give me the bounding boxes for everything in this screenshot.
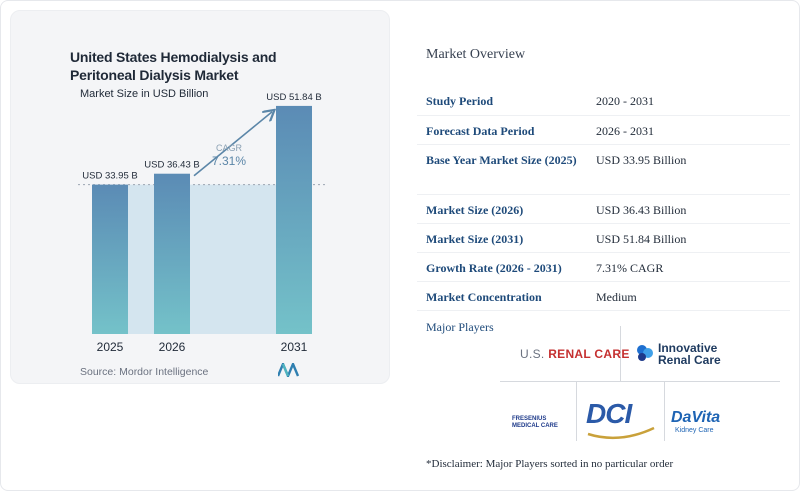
row-key: Forecast Data Period: [417, 115, 594, 145]
bar-2031: [276, 105, 312, 335]
dci-wordmark: DCI: [586, 398, 632, 429]
us-renal-prefix: U.S.: [520, 347, 545, 361]
table-row: Market Concentration Medium: [417, 281, 790, 311]
reference-band: [128, 184, 276, 334]
x-tick-label: 2025: [97, 340, 124, 354]
row-key: Study Period: [417, 86, 594, 116]
row-key: Growth Rate (2026 - 2031): [417, 252, 594, 282]
row-key: Base Year Market Size (2025): [417, 144, 594, 195]
bar-2026: [154, 173, 190, 334]
fresenius-line2: MEDICAL CARE: [512, 423, 558, 429]
chart-title: United States Hemodialysis and Peritonea…: [70, 49, 277, 83]
row-value: 7.31% CAGR: [594, 252, 790, 282]
table-row: Growth Rate (2026 - 2031) 7.31% CAGR: [417, 252, 790, 282]
us-renal-care-logo: U.S. RENAL CARE: [520, 347, 630, 361]
row-key: Market Size (2031): [417, 223, 594, 253]
bar-chart: USD 33.95 B 2025 USD 36.43 B 2026 USD 51.84 …: [78, 92, 326, 354]
dci-logo: DCI: [586, 398, 655, 440]
table-row: Market Size (2026) USD 36.43 Billion: [417, 194, 790, 224]
source-text: Source: Mordor Intelligence: [80, 366, 209, 378]
divider: [620, 326, 621, 382]
table-row: Market Size (2031) USD 51.84 Billion: [417, 223, 790, 253]
table-row: Base Year Market Size (2025) USD 33.95 B…: [417, 144, 790, 195]
davita-subline: Kidney Care: [675, 427, 714, 434]
overview-title: Market Overview: [426, 47, 526, 62]
table-row: Study Period 2020 - 2031: [417, 86, 790, 116]
disclaimer: *Disclaimer: Major Players sorted in no …: [426, 458, 674, 470]
irc-line2: Renal Care: [658, 353, 721, 367]
bar-value-label: USD 33.95 B: [82, 171, 137, 182]
bar-value-label: USD 36.43 B: [144, 160, 199, 171]
row-key: Market Concentration: [417, 281, 594, 311]
row-value: 2020 - 2031: [594, 86, 790, 116]
row-value: USD 36.43 Billion: [594, 194, 790, 224]
irc-line1: Innovative: [658, 341, 718, 355]
x-tick-label: 2031: [281, 340, 308, 354]
irc-emblem-icon: [637, 345, 653, 361]
fresenius-line1: FRESENIUS: [512, 416, 547, 422]
bar-2025: [92, 184, 128, 334]
row-value: USD 33.95 Billion: [594, 144, 790, 195]
row-key: Market Size (2026): [417, 194, 594, 224]
mordor-logo-icon: [278, 363, 300, 377]
davita-logo: DaVita Kidney Care: [671, 409, 721, 434]
cagr-arrow: [193, 112, 272, 177]
players-title: Major Players: [426, 320, 494, 334]
bar-value-label: USD 51.84 B: [266, 92, 321, 103]
davita-wordmark: DaVita: [671, 409, 721, 426]
cagr-label: CAGR: [216, 143, 243, 153]
divider: [500, 381, 780, 382]
chart-subtitle: Market Size in USD Billion: [80, 88, 209, 100]
table-row: Forecast Data Period 2026 - 2031: [417, 115, 790, 145]
overview-table: Study Period 2020 - 2031 Forecast Data P…: [417, 86, 790, 311]
divider: [664, 381, 665, 441]
cagr-value: 7.31%: [212, 154, 246, 168]
x-tick-label: 2026: [159, 340, 186, 354]
row-value: USD 51.84 Billion: [594, 223, 790, 253]
dci-swoosh-icon: [587, 426, 655, 440]
divider: [576, 381, 577, 441]
us-renal-name: RENAL CARE: [548, 347, 630, 361]
row-value: Medium: [594, 281, 790, 311]
row-value: 2026 - 2031: [594, 115, 790, 145]
